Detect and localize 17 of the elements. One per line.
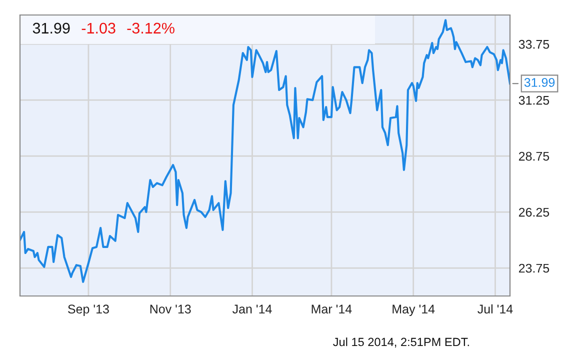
line-series <box>20 19 510 283</box>
text: Jul 15 2014, 2:51PM EDT. <box>333 337 469 348</box>
annotation: -3.12% <box>127 22 174 34</box>
y-tick-label: 33.75 <box>518 40 550 49</box>
y-tick-label: 28.75 <box>518 152 550 161</box>
y-tick-label: 26.25 <box>518 208 550 217</box>
y-tick-label: 23.75 <box>518 264 550 273</box>
annotation: -1.03 <box>82 22 116 34</box>
annotation: 31.99 <box>32 22 70 34</box>
x-tick-label: Sep '13 <box>68 304 109 316</box>
x-tick-label: May '14 <box>392 304 435 316</box>
annotation: 31.99 <box>524 78 555 87</box>
x-tick-label: Nov '13 <box>150 304 191 314</box>
x-tick-label: Jan '14 <box>232 304 272 314</box>
x-tick-label: Mar '14 <box>312 304 352 314</box>
x-tick-label: Jul '14 <box>478 304 513 314</box>
y-tick-label: 31.25 <box>518 96 550 105</box>
